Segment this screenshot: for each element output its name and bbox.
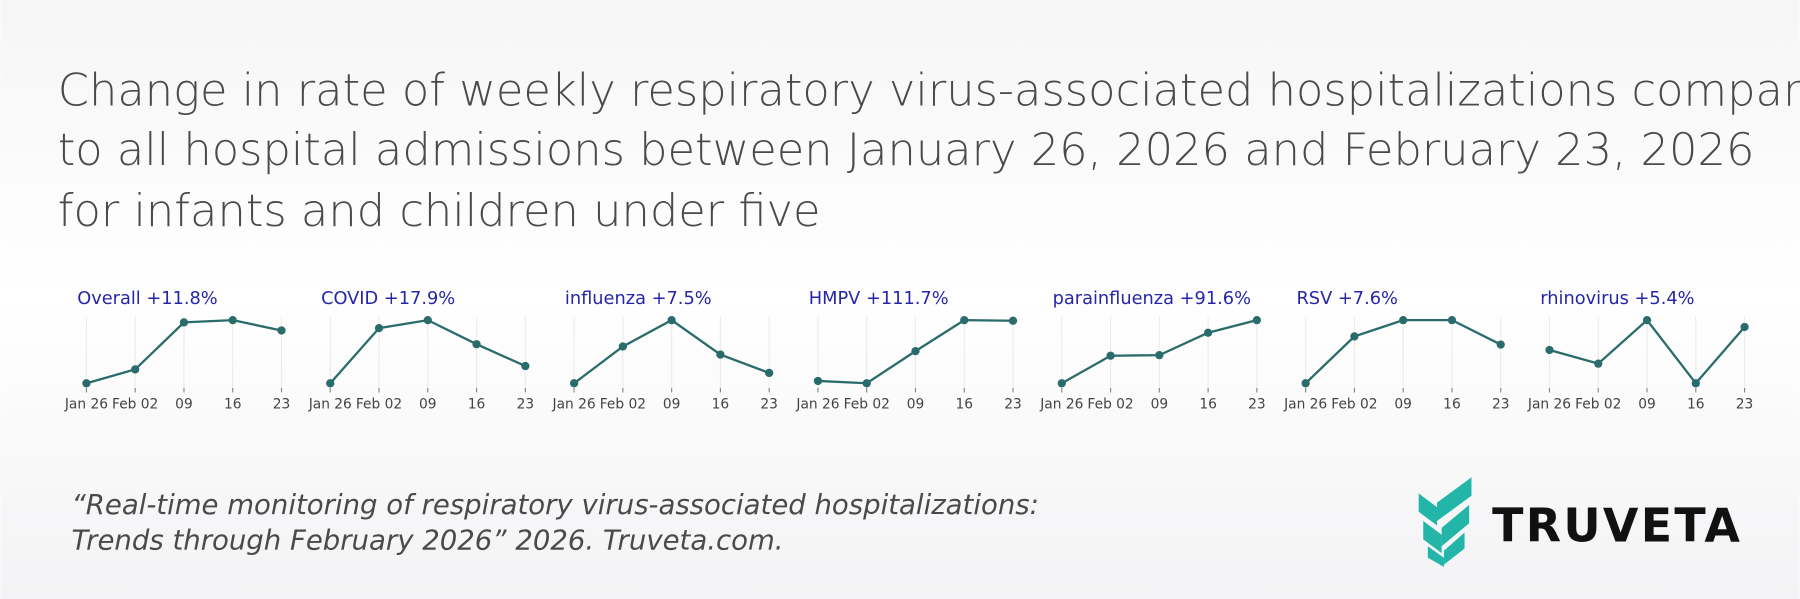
point [1301, 379, 1310, 388]
point [326, 379, 335, 388]
x-tick-label: 16 [468, 397, 486, 413]
x-tick-label: Feb 02 [600, 397, 646, 413]
point [277, 326, 286, 335]
point [1155, 351, 1164, 360]
point [1057, 379, 1066, 388]
x-tick-label: Jan 26 [64, 397, 108, 413]
citation-line: “Real-time monitoring of respiratory vir… [71, 489, 1038, 521]
point [521, 361, 530, 371]
point [82, 379, 91, 388]
x-tick-label: Jan 26 [1527, 397, 1571, 413]
title-line: to all hospital admissions between Janua… [58, 123, 1755, 176]
x-tick-label: 16 [955, 397, 973, 413]
x-tick-label: Jan 26 [308, 397, 352, 413]
logo-mark [1418, 477, 1472, 567]
chart-title: influenza +7.5% [565, 288, 712, 309]
point [1252, 316, 1262, 325]
x-tick-label: 09 [1151, 397, 1169, 413]
point [1642, 316, 1652, 325]
title-line: for infants and children under five [58, 184, 821, 237]
point [1691, 379, 1700, 388]
x-tick-label: Jan 26 [795, 397, 839, 413]
chart-title: Overall +11.8% [77, 288, 217, 309]
x-tick-label: Jan 26 [1283, 397, 1327, 413]
point [228, 316, 237, 325]
chart-title: rhinovirus +5.4% [1540, 288, 1694, 309]
x-tick-label: Jan 26 [1039, 397, 1083, 413]
point [1740, 322, 1749, 332]
x-tick-label: Feb 02 [1087, 397, 1133, 413]
point [131, 365, 140, 374]
point [423, 316, 432, 325]
point [1496, 340, 1505, 349]
chart-title: RSV +7.6% [1296, 288, 1397, 309]
point [716, 350, 725, 359]
point [765, 368, 774, 378]
x-tick-label: 09 [175, 397, 193, 413]
point [1008, 316, 1018, 325]
x-tick-label: 09 [1394, 397, 1412, 413]
point [667, 316, 676, 325]
citation-line: Trends through February 2026” 2026. Truv… [71, 525, 783, 557]
point [960, 316, 969, 325]
x-tick-label: 16 [712, 397, 730, 413]
point [1203, 328, 1213, 337]
point [1350, 332, 1359, 341]
x-tick-label: Feb 02 [1575, 397, 1621, 413]
point [862, 379, 871, 388]
point [1447, 316, 1457, 325]
x-tick-label: 23 [1492, 397, 1510, 413]
x-tick-label: Feb 02 [1331, 397, 1377, 413]
point [1106, 351, 1115, 360]
point [1399, 316, 1408, 325]
x-tick-label: Feb 02 [356, 397, 402, 413]
x-tick-label: Jan 26 [552, 397, 596, 413]
x-tick-label: 23 [1004, 397, 1022, 413]
chart-title: COVID +17.9% [321, 288, 455, 309]
x-tick-label: Feb 02 [112, 397, 158, 413]
point [1545, 345, 1554, 355]
x-tick-label: 09 [419, 397, 437, 413]
x-tick-label: 09 [907, 397, 925, 413]
x-tick-label: 16 [224, 397, 242, 413]
x-tick-label: 16 [1687, 397, 1705, 413]
point [569, 379, 579, 388]
point [179, 318, 189, 327]
x-tick-label: 23 [1248, 397, 1266, 413]
x-tick-label: 23 [760, 397, 778, 413]
point [911, 347, 920, 356]
point [1594, 359, 1603, 368]
point [472, 340, 481, 349]
point [618, 342, 628, 351]
title-line: Change in rate of weekly respiratory vir… [58, 64, 1800, 117]
x-tick-label: 23 [273, 397, 291, 413]
x-tick-label: 09 [1638, 397, 1656, 413]
x-tick-label: Feb 02 [844, 397, 890, 413]
x-tick-label: 23 [517, 397, 535, 413]
x-tick-label: 16 [1443, 397, 1461, 413]
chart-title: HMPV +111.7% [809, 288, 949, 309]
chart-title: parainfluenza +91.6% [1053, 288, 1251, 309]
x-tick-label: 23 [1736, 397, 1754, 413]
point [374, 324, 384, 333]
logo-text: TRUVETA [1492, 499, 1742, 553]
point [813, 376, 823, 386]
x-tick-label: 16 [1199, 397, 1217, 413]
x-tick-label: 09 [663, 397, 681, 413]
